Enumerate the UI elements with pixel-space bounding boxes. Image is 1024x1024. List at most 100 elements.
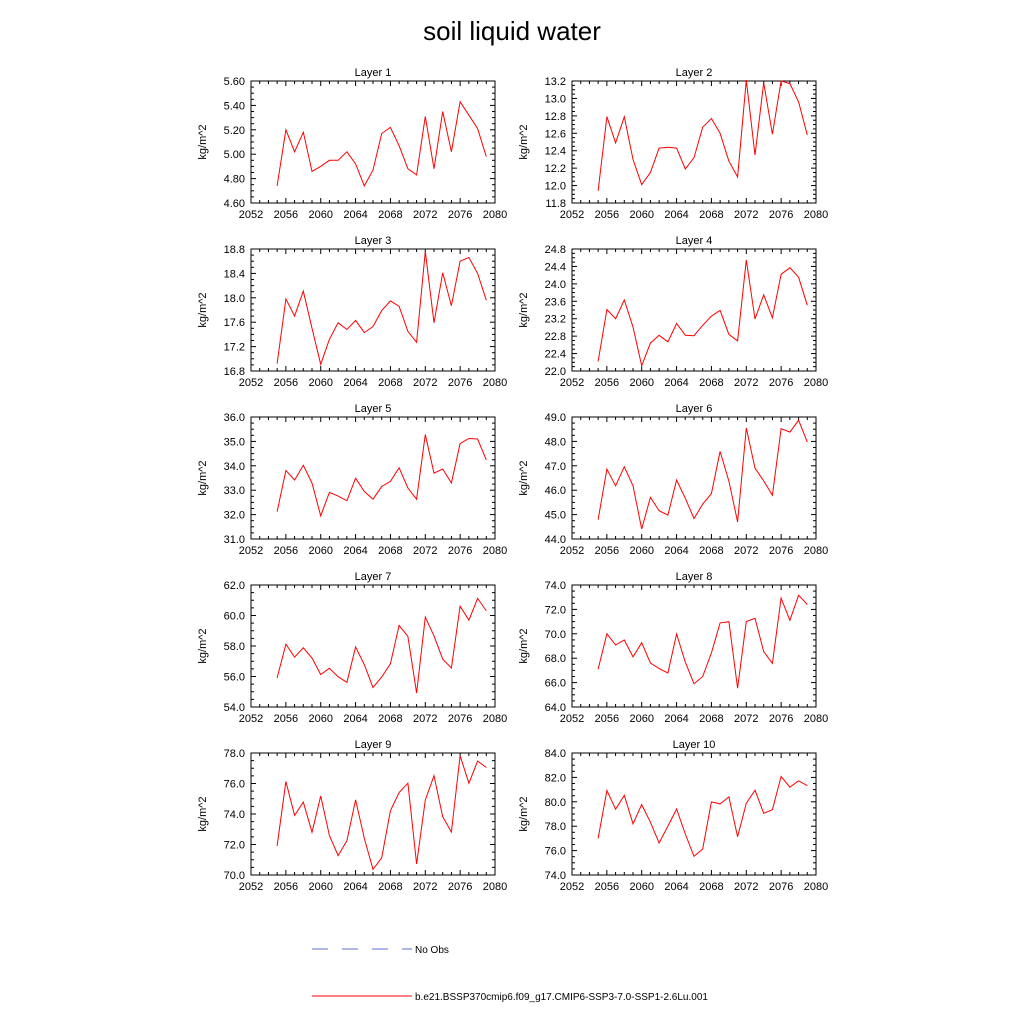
- y-tick-label: 18.8: [224, 244, 245, 256]
- series-line: [276, 597, 487, 694]
- x-tick-label: 2072: [734, 377, 758, 389]
- y-tick-label: 12.0: [545, 181, 566, 193]
- x-tick-label: 2064: [343, 209, 367, 221]
- x-tick-label: 2052: [239, 881, 263, 893]
- panel-title: Layer 4: [676, 235, 713, 247]
- panel-1: Layer 1 2052 2056 2060 2064 2068 2072 2076 2080 4…: [197, 67, 507, 221]
- x-tick-label: 2076: [448, 209, 472, 221]
- y-tick-label: 76.0: [545, 846, 566, 858]
- y-tick-label: 11.8: [545, 198, 566, 210]
- y-tick-label: 54.0: [224, 702, 245, 714]
- x-tick-label: 2052: [560, 377, 584, 389]
- x-tick-label: 2056: [595, 713, 619, 725]
- series-line: [597, 594, 808, 689]
- x-tick-label: 2064: [664, 713, 688, 725]
- y-tick-label: 12.8: [545, 111, 566, 123]
- x-tick-label: 2080: [483, 377, 507, 389]
- y-tick-label: 5.60: [224, 76, 245, 88]
- x-tick-label: 2060: [629, 713, 653, 725]
- y-tick-label: 74.0: [545, 870, 566, 882]
- y-tick-label: 82.0: [545, 772, 566, 784]
- series-line: [597, 775, 808, 858]
- y-tick-label: 36.0: [224, 412, 245, 424]
- y-tick-label: 62.0: [224, 580, 245, 592]
- x-tick-label: 2080: [483, 209, 507, 221]
- x-tick-label: 2064: [343, 377, 367, 389]
- y-tick-label: 74.0: [545, 580, 566, 592]
- x-tick-label: 2060: [629, 881, 653, 893]
- x-tick-label: 2056: [595, 545, 619, 557]
- x-tick-label: 2060: [629, 377, 653, 389]
- y-tick-label: 13.0: [545, 93, 566, 105]
- series-line: [597, 80, 808, 191]
- y-tick-label: 66.0: [545, 678, 566, 690]
- y-tick-label: 34.0: [224, 461, 245, 473]
- series-line: [276, 755, 487, 871]
- y-tick-label: 70.0: [545, 629, 566, 641]
- y-tick-label: 24.8: [545, 244, 566, 256]
- x-tick-label: 2056: [274, 713, 298, 725]
- panel-title: Layer 5: [355, 403, 392, 415]
- x-tick-label: 2076: [769, 545, 793, 557]
- x-tick-label: 2068: [378, 377, 402, 389]
- y-tick-label: 13.2: [545, 76, 566, 88]
- y-tick-label: 49.0: [545, 412, 566, 424]
- x-tick-label: 2064: [343, 881, 367, 893]
- y-tick-label: 70.0: [224, 870, 245, 882]
- x-tick-label: 2068: [378, 545, 402, 557]
- x-tick-label: 2056: [595, 377, 619, 389]
- series-line: [276, 251, 487, 367]
- x-tick-label: 2072: [413, 209, 437, 221]
- x-tick-label: 2080: [804, 881, 828, 893]
- y-axis-label: kg/m^2: [518, 124, 530, 159]
- y-axis-label: kg/m^2: [197, 460, 209, 495]
- x-tick-label: 2072: [734, 713, 758, 725]
- panel-title: Layer 2: [676, 67, 713, 79]
- x-tick-label: 2068: [378, 713, 402, 725]
- y-tick-label: 64.0: [545, 702, 566, 714]
- x-tick-label: 2064: [343, 713, 367, 725]
- panel-title: Layer 8: [676, 571, 713, 583]
- y-axis-label: kg/m^2: [197, 796, 209, 831]
- y-tick-label: 68.0: [545, 653, 566, 665]
- y-tick-label: 84.0: [545, 748, 566, 760]
- y-tick-label: 48.0: [545, 436, 566, 448]
- x-tick-label: 2052: [560, 545, 584, 557]
- panel-4: Layer 4 2052 2056 2060 2064 2068 2072 2076 2080 2…: [518, 235, 828, 389]
- plot-frame: [571, 584, 817, 708]
- x-tick-label: 2076: [769, 209, 793, 221]
- y-tick-label: 12.2: [545, 163, 566, 175]
- x-tick-label: 2076: [769, 713, 793, 725]
- x-tick-label: 2080: [804, 713, 828, 725]
- x-tick-label: 2056: [274, 545, 298, 557]
- y-tick-label: 24.0: [545, 279, 566, 291]
- panel-3: Layer 3 2052 2056 2060 2064 2068 2072 2076 2080 1…: [197, 235, 507, 389]
- x-tick-label: 2064: [664, 545, 688, 557]
- y-tick-label: 12.4: [545, 146, 566, 158]
- x-tick-label: 2052: [239, 209, 263, 221]
- panel-10: Layer 10 2052 2056 2060 2064 2068 2072 2076 2080…: [518, 739, 828, 893]
- panels-grid: Layer 1 2052 2056 2060 2064 2068 2072 2076 2080 4…: [197, 67, 828, 893]
- y-axis-label: kg/m^2: [197, 124, 209, 159]
- x-tick-label: 2072: [413, 377, 437, 389]
- x-tick-label: 2076: [769, 881, 793, 893]
- figure-title: soil liquid water: [423, 16, 601, 46]
- x-tick-label: 2068: [699, 377, 723, 389]
- y-tick-label: 76.0: [224, 779, 245, 791]
- x-tick-label: 2052: [239, 713, 263, 725]
- panel-5: Layer 5 2052 2056 2060 2064 2068 2072 2076 2080 3…: [197, 403, 507, 557]
- panel-title: Layer 7: [355, 571, 392, 583]
- plot-frame: [571, 416, 817, 540]
- x-tick-label: 2080: [804, 377, 828, 389]
- series-line: [597, 259, 808, 368]
- y-tick-label: 24.4: [545, 261, 566, 273]
- x-tick-label: 2076: [448, 713, 472, 725]
- plot-frame: [571, 248, 817, 372]
- y-tick-label: 78.0: [545, 821, 566, 833]
- x-tick-label: 2064: [343, 545, 367, 557]
- x-tick-label: 2072: [413, 713, 437, 725]
- y-axis-label: kg/m^2: [518, 796, 530, 831]
- x-tick-label: 2060: [629, 545, 653, 557]
- panel-title: Layer 10: [673, 739, 716, 751]
- y-tick-label: 58.0: [224, 641, 245, 653]
